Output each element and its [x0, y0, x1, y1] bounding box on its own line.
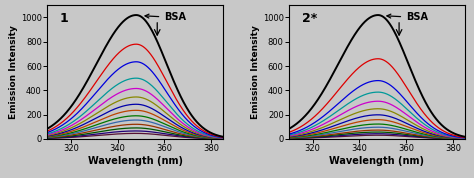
Text: BSA: BSA [145, 12, 186, 22]
Y-axis label: Emission Intensity: Emission Intensity [9, 25, 18, 119]
Text: BSA: BSA [387, 12, 428, 22]
X-axis label: Wavelength (nm): Wavelength (nm) [329, 156, 424, 166]
Text: 1: 1 [60, 12, 68, 25]
X-axis label: Wavelength (nm): Wavelength (nm) [88, 156, 182, 166]
Y-axis label: Emission Intensity: Emission Intensity [251, 25, 260, 119]
Text: 2*: 2* [301, 12, 317, 25]
